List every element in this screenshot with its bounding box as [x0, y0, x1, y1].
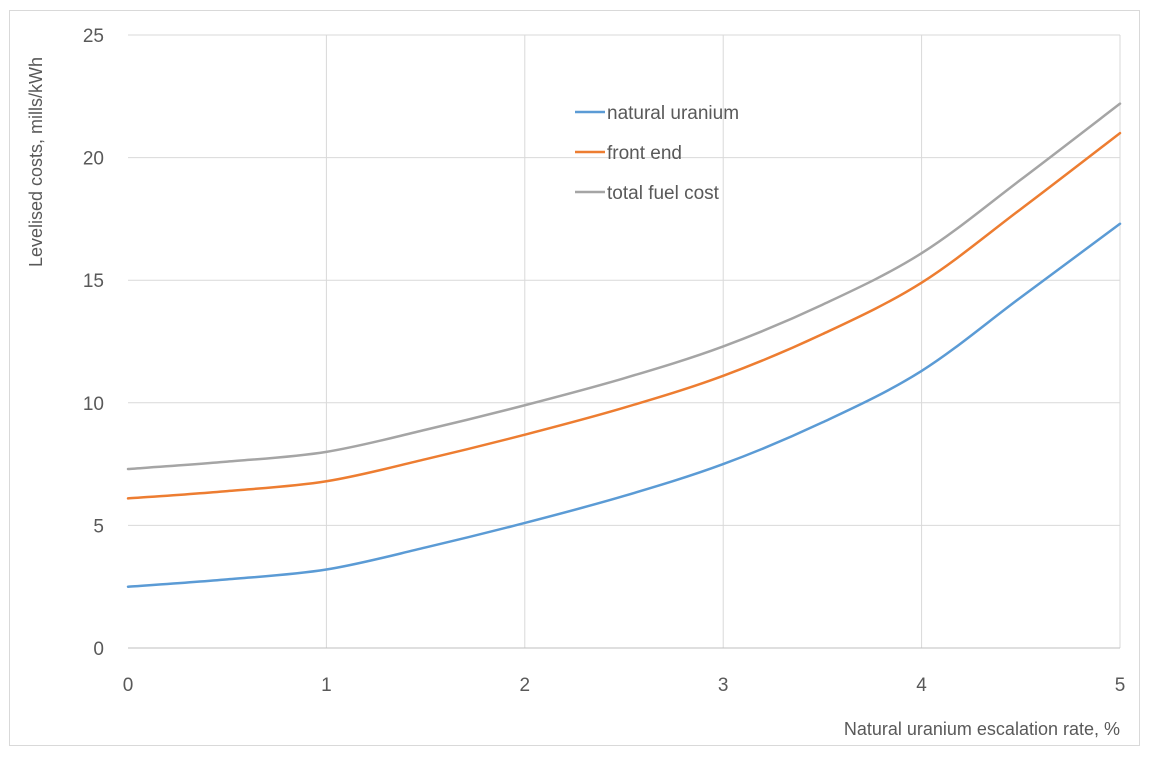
y-tick-label: 0: [93, 639, 104, 660]
legend-label: total fuel cost: [607, 183, 720, 204]
x-tick-label: 3: [718, 675, 729, 696]
y-tick-label: 20: [83, 149, 104, 170]
y-tick-label: 25: [83, 26, 104, 47]
x-tick-label: 5: [1115, 675, 1126, 696]
y-tick-label: 10: [83, 394, 104, 415]
x-tick-label: 2: [520, 675, 531, 696]
x-tick-label: 0: [123, 675, 134, 696]
legend-label: front end: [607, 143, 682, 164]
legend-label: natural uranium: [607, 103, 739, 124]
y-tick-label: 5: [93, 516, 104, 537]
y-axis-title: Levelised costs, mills/kWh: [26, 57, 46, 267]
x-tick-label: 1: [321, 675, 332, 696]
y-tick-label: 15: [83, 271, 104, 292]
x-axis-title: Natural uranium escalation rate, %: [844, 719, 1120, 739]
chart-border: [10, 11, 1140, 746]
x-tick-label: 4: [916, 675, 927, 696]
